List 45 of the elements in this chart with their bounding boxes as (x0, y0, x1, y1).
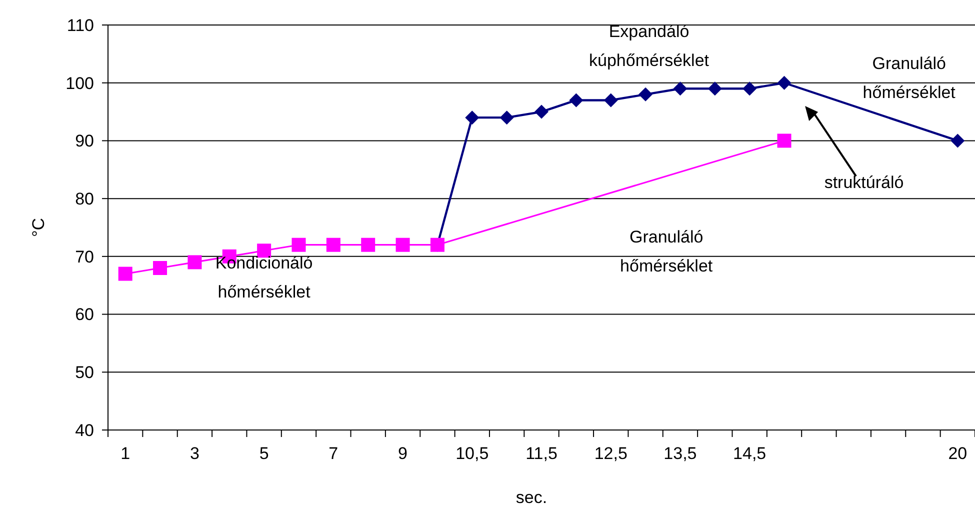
x-tick-label: 9 (398, 444, 408, 463)
annotation: Kondicionáló hőmérséklet (215, 253, 313, 302)
x-tick-label: 20 (948, 444, 968, 463)
point (361, 238, 376, 252)
y-tick-label: 100 (66, 74, 94, 93)
y-tick-label: 40 (75, 420, 94, 440)
point (326, 238, 340, 252)
point (534, 104, 548, 119)
annotation: Granuláló hőmérséklet (862, 54, 956, 102)
point (292, 238, 306, 252)
point (188, 255, 202, 270)
x-tick-label: 11,5 (526, 444, 558, 463)
point (950, 134, 965, 148)
x-tick-label: 13,5 (664, 444, 697, 463)
x-tick-label: 1 (120, 444, 130, 463)
y-tick-label: 70 (75, 247, 94, 266)
x-tick-label: 7 (328, 444, 338, 463)
point (569, 93, 584, 108)
x-axis-title: sec. (516, 488, 548, 507)
x-tick-label: 14,5 (733, 444, 766, 463)
point (742, 82, 757, 96)
x-tick-label: 10,5 (456, 444, 489, 463)
point (708, 82, 722, 96)
annotation: Granuláló hőmérséklet (620, 227, 713, 276)
point (638, 87, 653, 102)
y-tick-label: 80 (75, 190, 94, 209)
point (153, 261, 168, 275)
annotation: Expandáló kúphőmérséklet (589, 22, 710, 70)
y-tick-label: 90 (75, 132, 94, 151)
point (118, 266, 132, 281)
point (673, 82, 688, 96)
y-tick-label: 50 (75, 363, 94, 382)
y-axis-title: °C (29, 218, 48, 238)
annotation: struktúráló (824, 173, 904, 192)
point (777, 76, 792, 90)
point (777, 134, 792, 148)
x-tick-label: 3 (190, 444, 200, 463)
point (500, 110, 514, 125)
y-tick-label: 60 (75, 305, 94, 324)
y-tick-label: 110 (66, 16, 94, 35)
x-tick-label: 12,5 (594, 444, 628, 463)
point (396, 238, 410, 252)
point (465, 110, 480, 125)
point (604, 93, 618, 108)
x-tick-label: 5 (259, 444, 269, 463)
